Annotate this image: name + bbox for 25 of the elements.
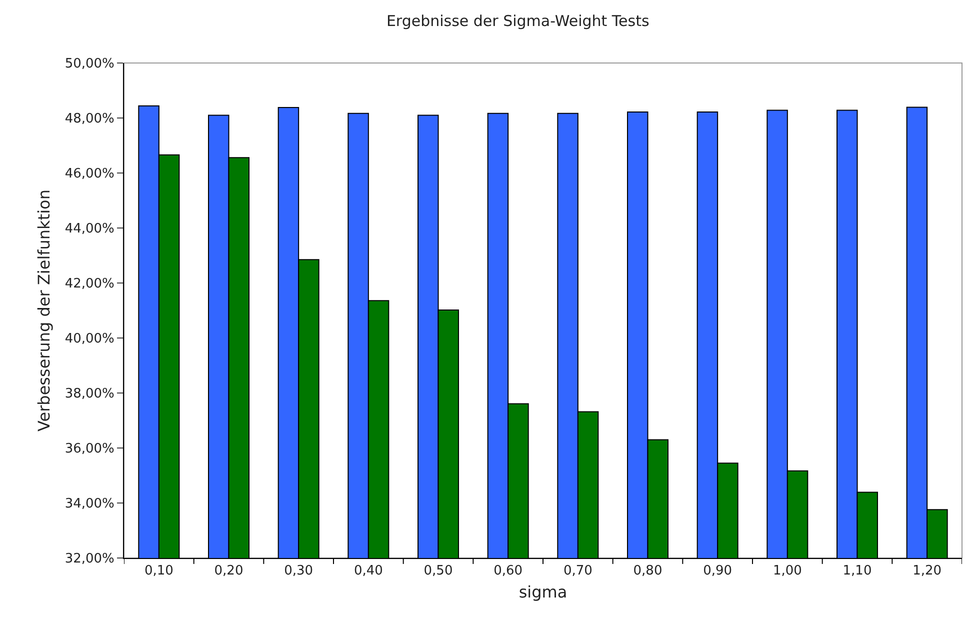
y-tick-label: 40,00%	[64, 332, 114, 347]
y-tick-label: 36,00%	[64, 442, 114, 457]
y-tick-label: 48,00%	[64, 112, 114, 127]
y-tick-label: 38,00%	[64, 386, 114, 402]
x-tick-label: 0,40	[354, 564, 383, 579]
x-tick-label: 1,00	[772, 564, 802, 579]
x-tick-label: 0,60	[494, 564, 523, 579]
x-tick-label: 0,30	[284, 564, 314, 579]
y-tick-label: 44,00%	[64, 222, 114, 237]
y-tick-label: 32,00%	[64, 552, 114, 567]
y-tick-label: 34,00%	[64, 496, 114, 512]
y-axis-title: Verbesserung der Zielfunktion	[34, 190, 54, 432]
x-tick-label: 0,10	[144, 564, 174, 579]
x-tick-label: 0,90	[703, 564, 732, 579]
y-tick-label: 50,00%	[64, 56, 114, 72]
x-tick-label: 1,10	[842, 564, 872, 579]
x-tick-label: 1,20	[912, 564, 942, 579]
x-axis-title: sigma	[518, 582, 568, 602]
y-tick-label: 42,00%	[64, 276, 114, 292]
x-tick-label: 0,50	[424, 564, 453, 579]
chart-title: Ergebnisse der Sigma-Weight Tests	[386, 12, 650, 30]
x-tick-label: 0,20	[214, 564, 244, 579]
x-tick-label: 0,80	[633, 564, 662, 579]
y-tick-label: 46,00%	[64, 166, 114, 182]
x-tick-label: 0,70	[563, 564, 592, 579]
